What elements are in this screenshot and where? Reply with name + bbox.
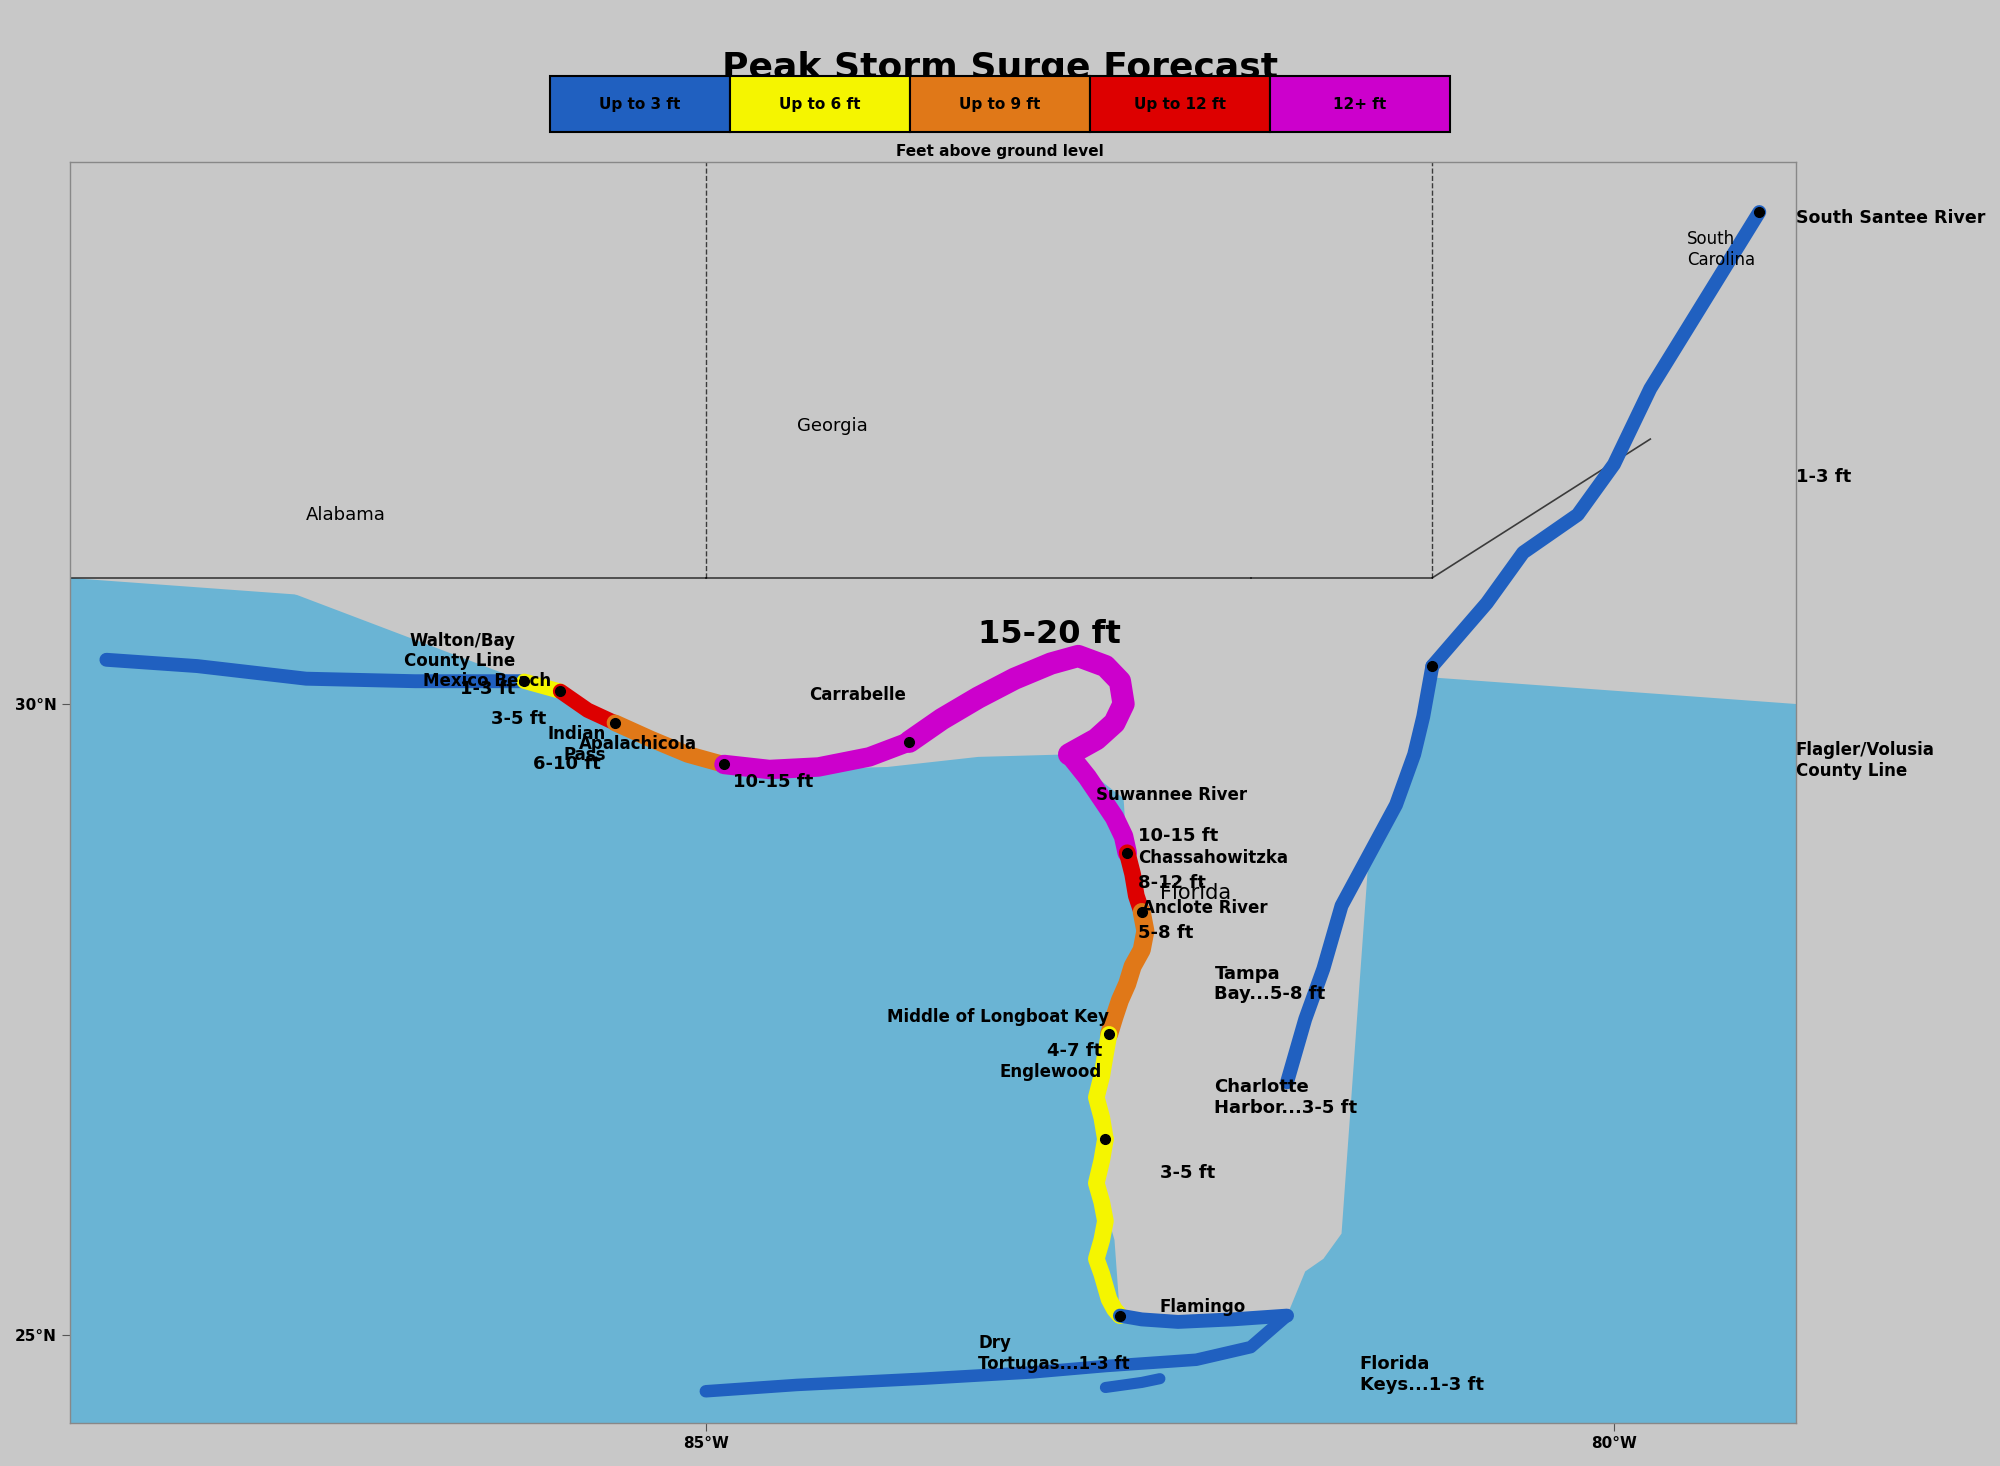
Text: Suwannee River: Suwannee River — [1096, 786, 1248, 803]
Text: 10-15 ft: 10-15 ft — [1138, 827, 1218, 846]
Text: Up to 12 ft: Up to 12 ft — [1134, 97, 1226, 111]
Text: 8-12 ft: 8-12 ft — [1138, 874, 1206, 891]
Text: Englewood: Englewood — [1000, 1063, 1102, 1082]
Text: Flagler/Volusia
County Line: Flagler/Volusia County Line — [1796, 742, 1934, 780]
Text: Alabama: Alabama — [306, 506, 386, 523]
Text: Up to 9 ft: Up to 9 ft — [960, 97, 1040, 111]
Text: Carrabelle: Carrabelle — [808, 686, 906, 704]
Text: 1-3 ft: 1-3 ft — [460, 680, 516, 698]
Text: 1-3 ft: 1-3 ft — [1796, 468, 1850, 485]
Text: 4-7 ft: 4-7 ft — [1046, 1042, 1102, 1060]
Text: South Santee River: South Santee River — [1796, 210, 1986, 227]
Text: Apalachicola: Apalachicola — [578, 736, 696, 754]
Polygon shape — [70, 161, 1796, 704]
Text: Peak Storm Surge Forecast: Peak Storm Surge Forecast — [722, 51, 1278, 85]
Text: 10-15 ft: 10-15 ft — [734, 773, 814, 792]
Text: Flamingo: Flamingo — [1160, 1297, 1246, 1316]
Text: Florida: Florida — [1160, 883, 1232, 903]
Text: Up to 6 ft: Up to 6 ft — [780, 97, 860, 111]
Text: Mexico Beach: Mexico Beach — [424, 673, 552, 690]
Text: Anclote River: Anclote River — [1142, 899, 1268, 918]
Text: Charlotte
Harbor...3-5 ft: Charlotte Harbor...3-5 ft — [1214, 1078, 1358, 1117]
Text: 15-20 ft: 15-20 ft — [978, 619, 1122, 649]
Text: 6-10 ft: 6-10 ft — [532, 755, 600, 774]
Text: Middle of Longboat Key: Middle of Longboat Key — [888, 1007, 1110, 1026]
Text: 3-5 ft: 3-5 ft — [490, 710, 546, 729]
Text: Dry
Tortugas...1-3 ft: Dry Tortugas...1-3 ft — [978, 1334, 1130, 1372]
Text: Tampa
Bay...5-8 ft: Tampa Bay...5-8 ft — [1214, 965, 1326, 1003]
Polygon shape — [252, 199, 1796, 1322]
Text: Feet above ground level: Feet above ground level — [896, 144, 1104, 158]
Text: 3-5 ft: 3-5 ft — [1160, 1164, 1216, 1182]
Text: Florida
Keys...1-3 ft: Florida Keys...1-3 ft — [1360, 1356, 1484, 1394]
Text: South
Carolina: South Carolina — [1686, 230, 1754, 270]
Text: Chassahowitzka: Chassahowitzka — [1138, 849, 1288, 866]
Text: Walton/Bay
County Line: Walton/Bay County Line — [404, 632, 516, 670]
Text: 12+ ft: 12+ ft — [1334, 97, 1386, 111]
Text: Up to 3 ft: Up to 3 ft — [600, 97, 680, 111]
Text: Indian
Pass: Indian Pass — [548, 724, 606, 764]
Text: 5-8 ft: 5-8 ft — [1138, 925, 1194, 943]
Text: Georgia: Georgia — [796, 418, 868, 435]
